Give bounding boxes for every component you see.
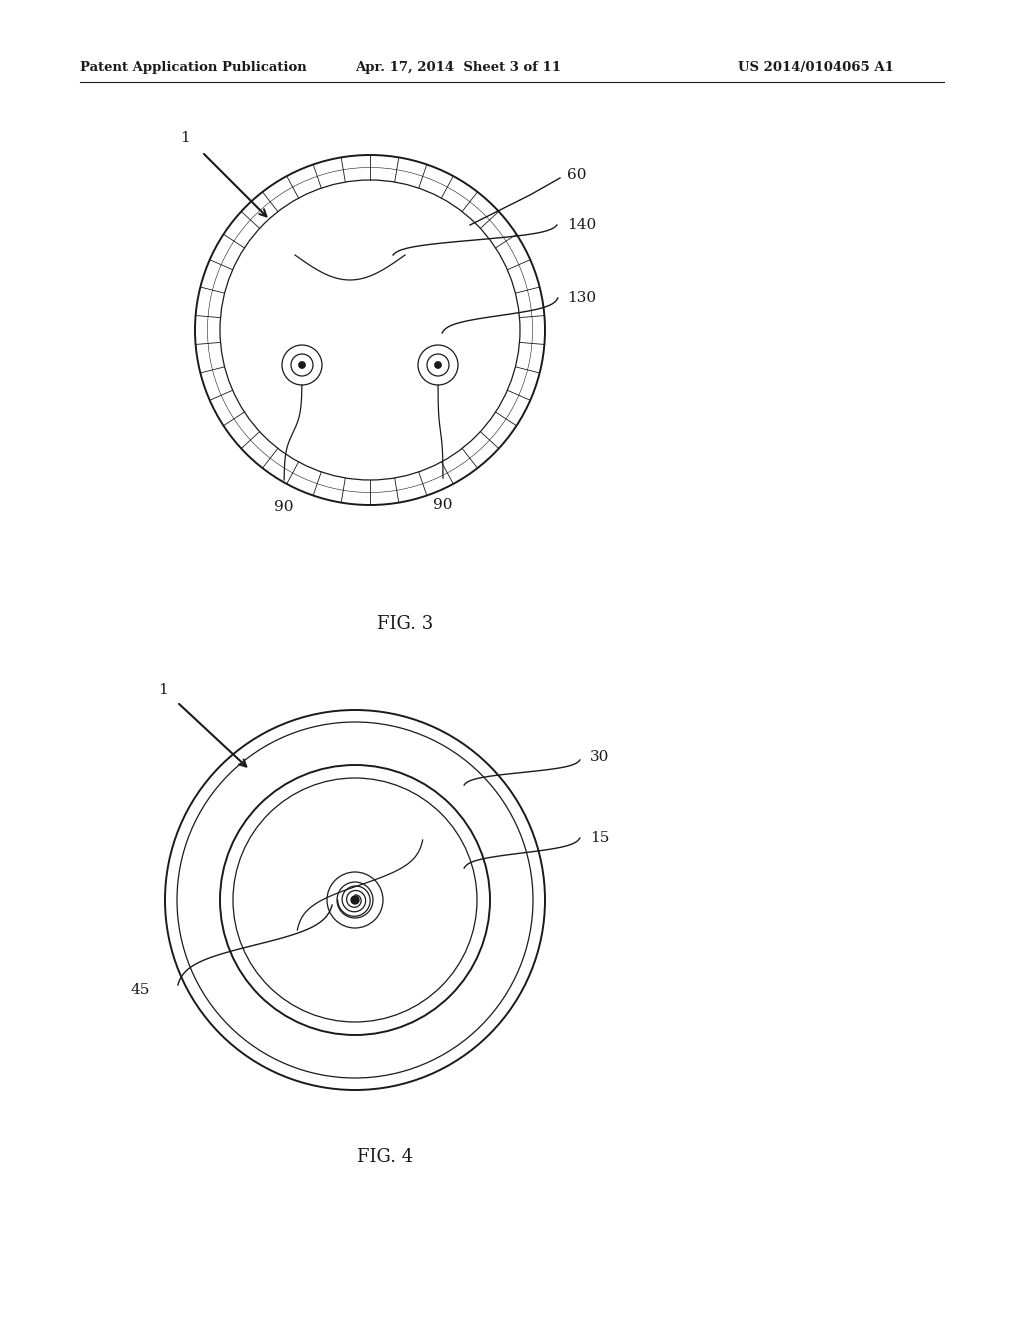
Text: 130: 130 bbox=[567, 290, 596, 305]
Text: 30: 30 bbox=[590, 750, 609, 764]
Text: Patent Application Publication: Patent Application Publication bbox=[80, 62, 307, 74]
Text: 45: 45 bbox=[131, 983, 150, 997]
Text: 60: 60 bbox=[567, 168, 587, 182]
Text: 90: 90 bbox=[433, 498, 453, 512]
Text: 1: 1 bbox=[158, 682, 168, 697]
Text: 140: 140 bbox=[567, 218, 596, 232]
Circle shape bbox=[299, 362, 305, 368]
Circle shape bbox=[434, 362, 441, 368]
Text: 15: 15 bbox=[590, 832, 609, 845]
Text: 90: 90 bbox=[274, 500, 294, 513]
Circle shape bbox=[351, 896, 359, 904]
Text: Apr. 17, 2014  Sheet 3 of 11: Apr. 17, 2014 Sheet 3 of 11 bbox=[355, 62, 561, 74]
Text: 1: 1 bbox=[180, 131, 189, 145]
Text: FIG. 3: FIG. 3 bbox=[377, 615, 433, 634]
Text: US 2014/0104065 A1: US 2014/0104065 A1 bbox=[738, 62, 894, 74]
Text: FIG. 4: FIG. 4 bbox=[357, 1148, 413, 1166]
